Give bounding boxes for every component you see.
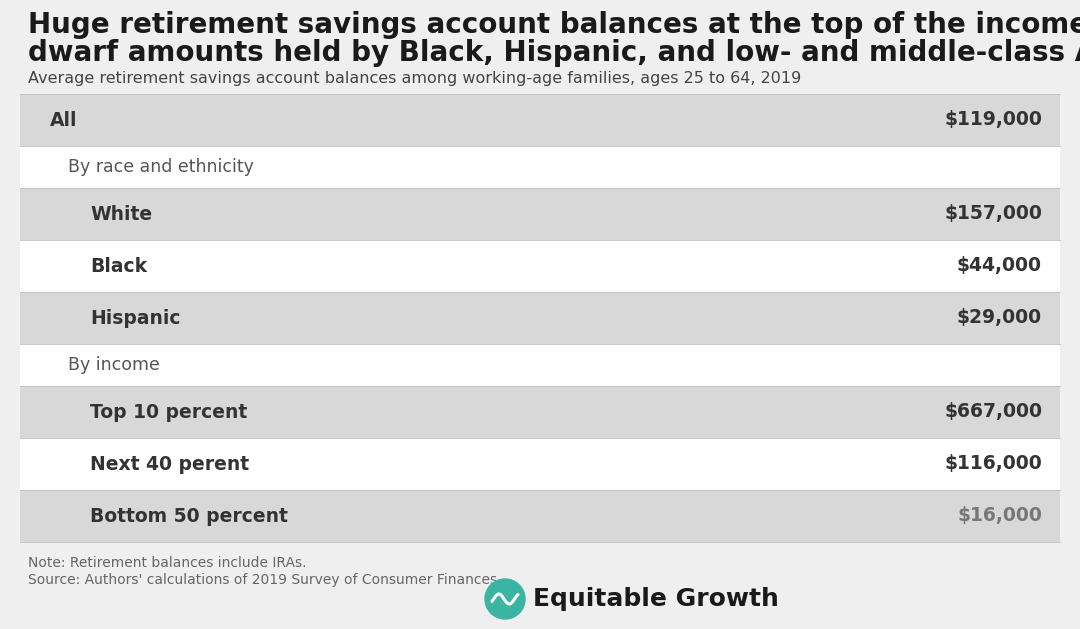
Text: $116,000: $116,000 — [944, 455, 1042, 474]
Text: $44,000: $44,000 — [957, 257, 1042, 276]
Bar — [21, 490, 1059, 542]
Text: Huge retirement savings account balances at the top of the income spectrum: Huge retirement savings account balances… — [28, 11, 1080, 39]
Text: Average retirement savings account balances among working-age families, ages 25 : Average retirement savings account balan… — [28, 71, 801, 86]
Bar — [21, 94, 1059, 146]
Text: Hispanic: Hispanic — [90, 308, 180, 328]
Text: Equitable Growth: Equitable Growth — [534, 587, 779, 611]
Text: Top 10 percent: Top 10 percent — [90, 403, 247, 421]
Text: dwarf amounts held by Black, Hispanic, and low- and middle-class Americans: dwarf amounts held by Black, Hispanic, a… — [28, 39, 1080, 67]
Bar — [21, 438, 1059, 490]
Text: All: All — [50, 111, 78, 130]
Text: By race and ethnicity: By race and ethnicity — [68, 158, 254, 176]
Text: $157,000: $157,000 — [944, 204, 1042, 223]
Bar — [21, 344, 1059, 386]
Bar — [21, 188, 1059, 240]
Text: Black: Black — [90, 257, 147, 276]
Bar — [21, 386, 1059, 438]
Text: White: White — [90, 204, 152, 223]
Text: Next 40 perent: Next 40 perent — [90, 455, 249, 474]
Text: $119,000: $119,000 — [944, 111, 1042, 130]
Bar — [21, 292, 1059, 344]
Text: $16,000: $16,000 — [957, 506, 1042, 525]
Text: By income: By income — [68, 356, 160, 374]
Text: $667,000: $667,000 — [944, 403, 1042, 421]
Text: Note: Retirement balances include IRAs.: Note: Retirement balances include IRAs. — [28, 556, 307, 570]
Circle shape — [485, 579, 525, 619]
Text: Bottom 50 percent: Bottom 50 percent — [90, 506, 288, 525]
Bar — [21, 146, 1059, 188]
Text: Source: Authors' calculations of 2019 Survey of Consumer Finances.: Source: Authors' calculations of 2019 Su… — [28, 573, 501, 587]
Text: $29,000: $29,000 — [957, 308, 1042, 328]
Bar — [21, 240, 1059, 292]
